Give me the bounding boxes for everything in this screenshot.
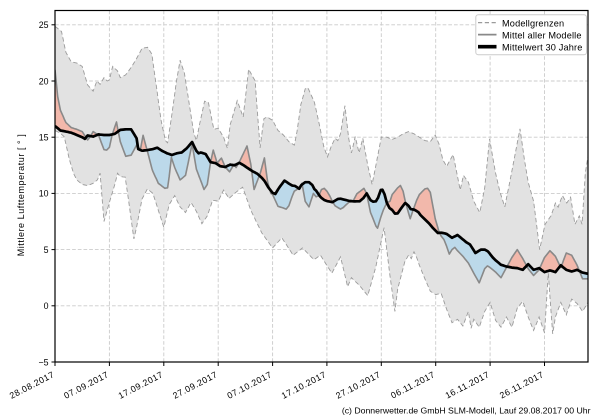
svg-text:0: 0 — [44, 301, 49, 311]
svg-text:Mittel aller Modelle: Mittel aller Modelle — [502, 31, 582, 41]
svg-text:(c) Donnerwetter.de GmbH SLM-M: (c) Donnerwetter.de GmbH SLM-Modell, Lau… — [342, 406, 591, 416]
svg-text:Mittlere Lufttemperatur [ ° ]: Mittlere Lufttemperatur [ ° ] — [16, 134, 26, 257]
svg-text:25: 25 — [39, 20, 49, 30]
svg-text:10: 10 — [39, 189, 49, 199]
svg-text:15: 15 — [39, 133, 49, 143]
svg-text:5: 5 — [44, 245, 49, 255]
svg-text:Modellgrenzen: Modellgrenzen — [502, 19, 564, 29]
svg-text:−5: −5 — [38, 357, 48, 367]
svg-text:20: 20 — [39, 76, 49, 86]
svg-text:Mittelwert 30 Jahre: Mittelwert 30 Jahre — [502, 43, 582, 53]
